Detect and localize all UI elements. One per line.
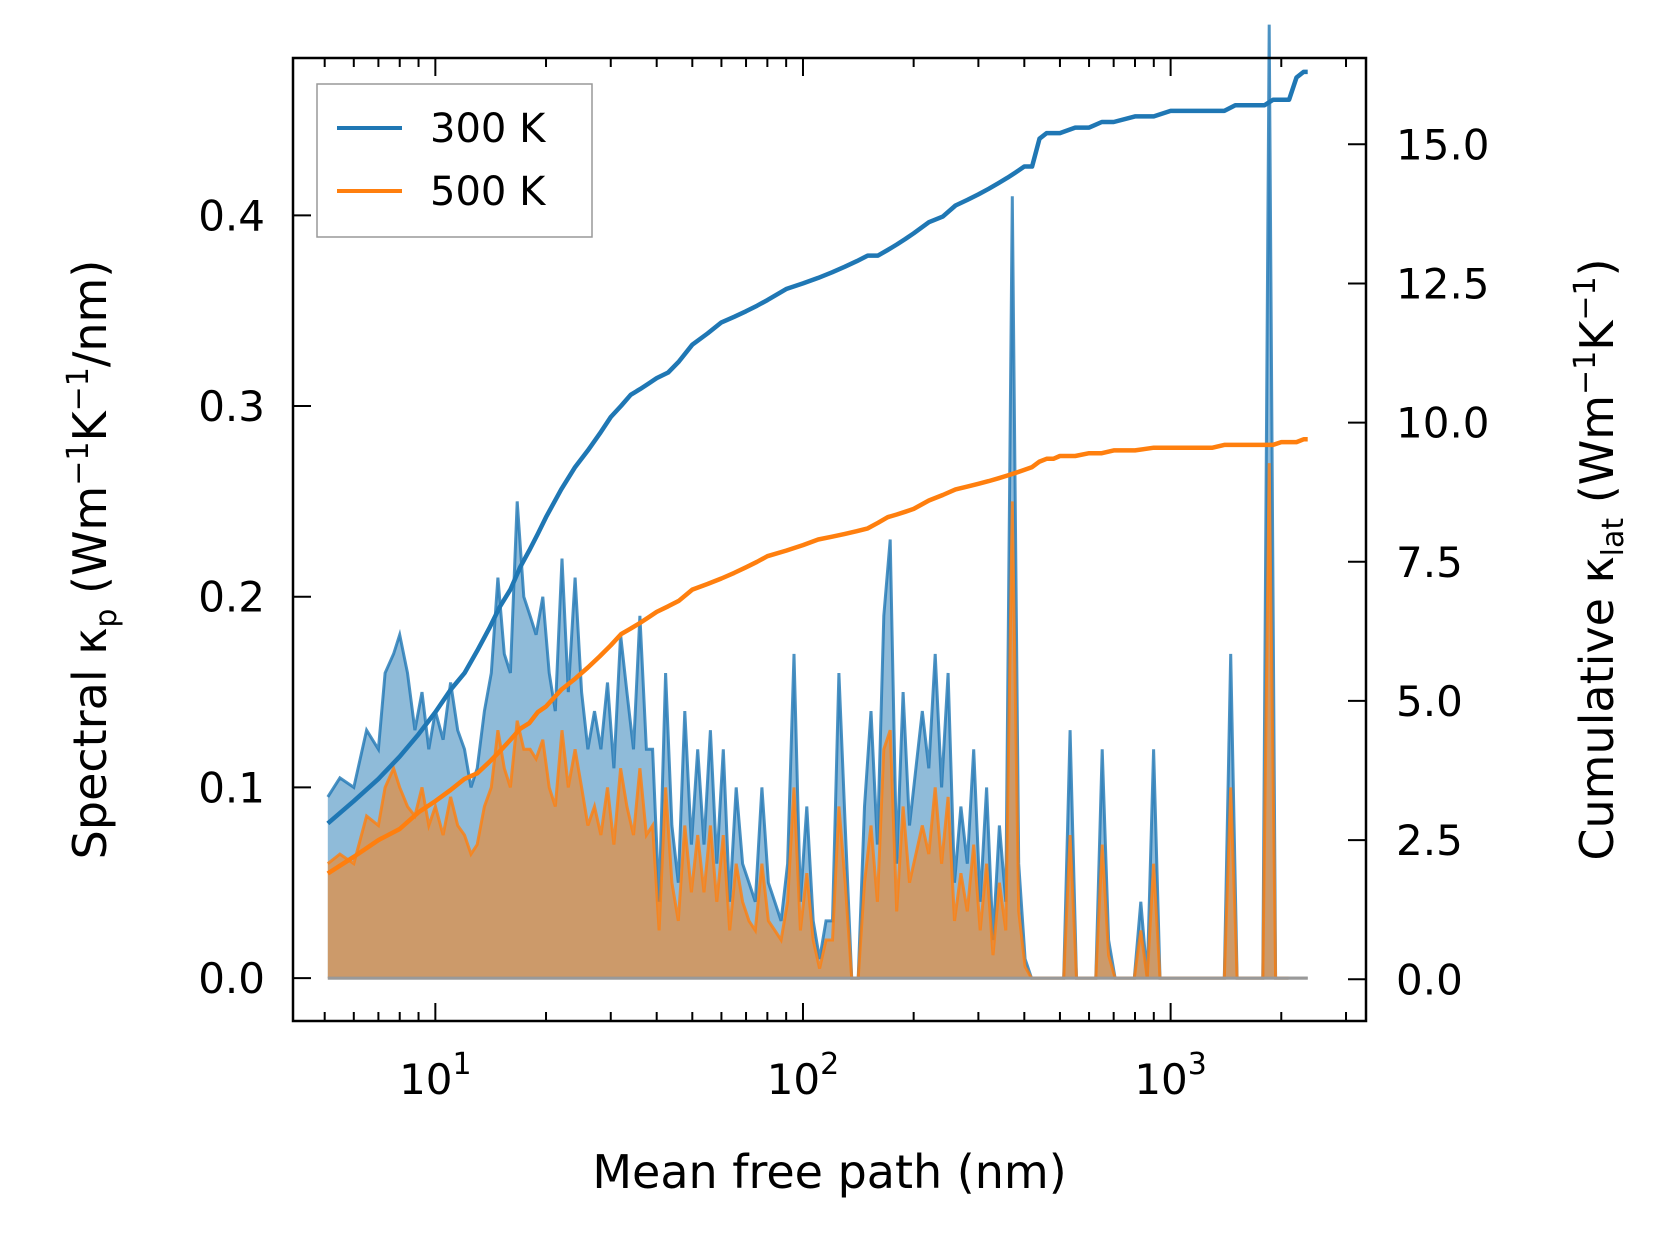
y-left-label-units-mid: K bbox=[63, 410, 117, 442]
y-right-label-sup2: −1 bbox=[1568, 276, 1603, 320]
tick-labels: 101 102 1030.00.10.20.30.40.02.55.07.510.0… bbox=[198, 120, 1489, 1104]
y-left-label-units-pre: (Wm bbox=[63, 486, 117, 609]
spectral-500k-area bbox=[327, 463, 1289, 979]
y-left-label-sup1: −1 bbox=[61, 442, 96, 486]
cumulative-500k-line bbox=[326, 437, 1308, 876]
x-axis-label: Mean free path (nm) bbox=[592, 1145, 1066, 1199]
y-right-tick-label: 12.5 bbox=[1396, 259, 1490, 308]
x-tick-base: 10 bbox=[1134, 1055, 1187, 1104]
y-left-label-sub: p bbox=[89, 609, 124, 628]
y-right-tick-label: 15.0 bbox=[1396, 120, 1490, 169]
legend: 300 K 500 K bbox=[316, 83, 593, 238]
spectral-fills bbox=[326, 24, 1308, 980]
x-tick-label: 102 bbox=[767, 1047, 840, 1104]
y-right-label-units-mid: K bbox=[1570, 319, 1624, 351]
y-right-label-sup1: −1 bbox=[1568, 351, 1603, 395]
y-left-tick-label: 0.0 bbox=[198, 954, 265, 1003]
x-tick-base: 10 bbox=[767, 1055, 820, 1104]
legend-label-300k: 300 K bbox=[430, 106, 547, 152]
x-tick-exponent: 1 bbox=[453, 1047, 472, 1082]
y-right-axis-label: Cumulative κlat (Wm−1K−1) bbox=[1568, 258, 1631, 860]
y-left-label-main: Spectral κ bbox=[63, 628, 117, 860]
y-right-tick-label: 0.0 bbox=[1396, 955, 1463, 1004]
y-right-tick-label: 10.0 bbox=[1396, 399, 1490, 448]
y-left-label-sup2: −1 bbox=[61, 367, 96, 411]
x-tick-exponent: 3 bbox=[1188, 1047, 1207, 1082]
y-left-tick-label: 0.1 bbox=[198, 763, 265, 812]
legend-label-500k: 500 K bbox=[430, 169, 547, 215]
y-left-tick-label: 0.4 bbox=[198, 191, 265, 240]
cumulative-lines bbox=[326, 69, 1308, 876]
y-right-tick-label: 7.5 bbox=[1396, 538, 1463, 587]
y-left-tick-label: 0.3 bbox=[198, 382, 265, 431]
y-right-label-main: Cumulative κ bbox=[1570, 556, 1624, 860]
spectral-300k-area bbox=[327, 24, 1289, 979]
x-tick-label: 101 bbox=[399, 1047, 472, 1104]
y-right-label-units-pre: (Wm bbox=[1570, 395, 1624, 518]
y-right-label-units-post: ) bbox=[1570, 258, 1624, 276]
cumulative-300k-line bbox=[326, 69, 1308, 826]
legend-box bbox=[316, 83, 593, 238]
y-left-label-units-post: /nm) bbox=[63, 260, 117, 367]
y-right-tick-label: 5.0 bbox=[1396, 677, 1463, 726]
x-tick-label: 103 bbox=[1134, 1047, 1207, 1104]
y-right-label-sub: lat bbox=[1596, 518, 1631, 557]
x-tick-exponent: 2 bbox=[820, 1047, 839, 1082]
y-right-tick-label: 2.5 bbox=[1396, 816, 1463, 865]
y-left-tick-label: 0.2 bbox=[198, 573, 265, 622]
plot-frame bbox=[291, 56, 1368, 1023]
y-left-axis-label: Spectral κp (Wm−1K−1/nm) bbox=[61, 260, 124, 860]
axis-ticks bbox=[293, 58, 1366, 1021]
x-tick-base: 10 bbox=[399, 1055, 452, 1104]
